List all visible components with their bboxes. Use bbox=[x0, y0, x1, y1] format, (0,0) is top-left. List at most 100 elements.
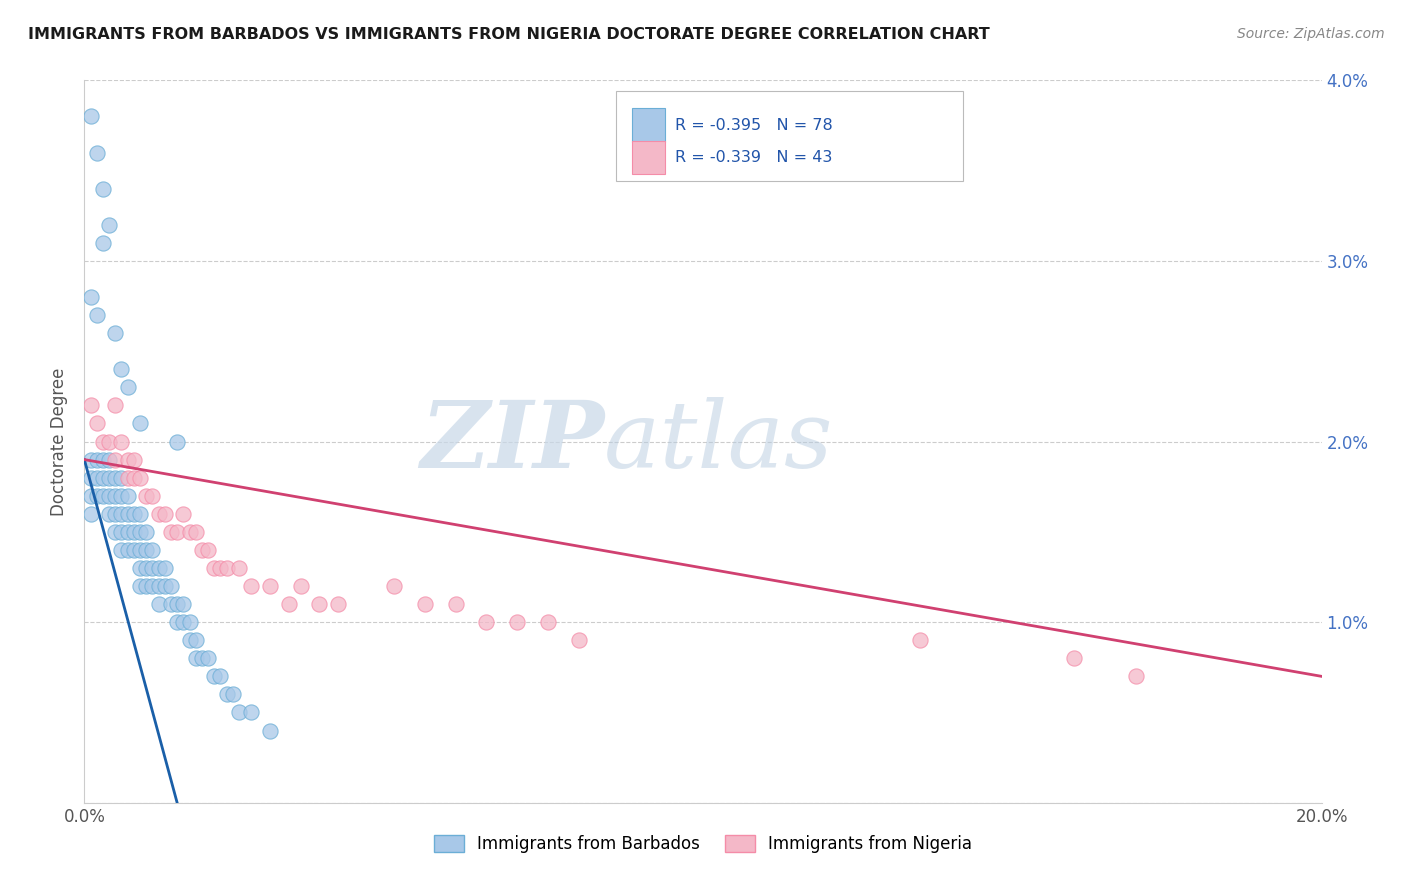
Point bbox=[568, 633, 591, 648]
Point bbox=[117, 542, 139, 557]
Point bbox=[413, 597, 436, 611]
Point bbox=[129, 524, 152, 539]
Point bbox=[86, 489, 108, 503]
Point bbox=[122, 507, 145, 521]
Point bbox=[148, 561, 170, 575]
Point bbox=[79, 507, 101, 521]
Point bbox=[135, 524, 157, 539]
Text: R = -0.395   N = 78: R = -0.395 N = 78 bbox=[675, 118, 832, 133]
Point bbox=[222, 687, 245, 701]
Point bbox=[1125, 669, 1147, 683]
Point bbox=[91, 471, 114, 485]
Point bbox=[86, 308, 108, 322]
Point bbox=[1063, 651, 1085, 665]
Point bbox=[160, 524, 183, 539]
Point bbox=[160, 579, 183, 593]
Point bbox=[135, 579, 157, 593]
Point bbox=[141, 542, 163, 557]
Point bbox=[117, 524, 139, 539]
Point bbox=[117, 507, 139, 521]
Point bbox=[117, 380, 139, 394]
Point bbox=[240, 579, 263, 593]
Point bbox=[91, 452, 114, 467]
Point bbox=[91, 489, 114, 503]
Point bbox=[129, 542, 152, 557]
Point bbox=[117, 489, 139, 503]
Text: ZIP: ZIP bbox=[420, 397, 605, 486]
Point bbox=[129, 417, 152, 431]
Point bbox=[202, 561, 225, 575]
Point bbox=[148, 597, 170, 611]
Point bbox=[135, 561, 157, 575]
Point bbox=[91, 181, 114, 195]
Text: Source: ZipAtlas.com: Source: ZipAtlas.com bbox=[1237, 27, 1385, 41]
Point bbox=[153, 579, 176, 593]
Point bbox=[209, 669, 232, 683]
Point bbox=[110, 507, 132, 521]
Point bbox=[537, 615, 560, 630]
Point bbox=[308, 597, 330, 611]
Point bbox=[179, 615, 201, 630]
Point bbox=[506, 615, 529, 630]
Point bbox=[79, 471, 101, 485]
Point bbox=[215, 561, 238, 575]
Point bbox=[172, 597, 194, 611]
Point bbox=[110, 434, 132, 449]
Point bbox=[79, 290, 101, 304]
Point bbox=[129, 561, 152, 575]
Point bbox=[184, 633, 207, 648]
Point bbox=[79, 489, 101, 503]
Text: IMMIGRANTS FROM BARBADOS VS IMMIGRANTS FROM NIGERIA DOCTORATE DEGREE CORRELATION: IMMIGRANTS FROM BARBADOS VS IMMIGRANTS F… bbox=[28, 27, 990, 42]
Point bbox=[91, 434, 114, 449]
Text: R = -0.339   N = 43: R = -0.339 N = 43 bbox=[675, 150, 832, 165]
Point bbox=[110, 489, 132, 503]
Point bbox=[197, 542, 219, 557]
Point bbox=[122, 471, 145, 485]
Point bbox=[172, 507, 194, 521]
Point bbox=[135, 489, 157, 503]
Point bbox=[110, 542, 132, 557]
Point bbox=[228, 561, 250, 575]
Point bbox=[153, 561, 176, 575]
Point bbox=[382, 579, 405, 593]
Point bbox=[91, 235, 114, 250]
Point bbox=[444, 597, 467, 611]
Point bbox=[166, 524, 188, 539]
Point bbox=[122, 542, 145, 557]
Point bbox=[86, 145, 108, 160]
Point bbox=[86, 417, 108, 431]
Point bbox=[98, 489, 121, 503]
Point bbox=[172, 615, 194, 630]
Point bbox=[191, 542, 214, 557]
Point bbox=[129, 507, 152, 521]
Point bbox=[240, 706, 263, 720]
Point bbox=[277, 597, 299, 611]
Point bbox=[79, 109, 101, 123]
Point bbox=[104, 471, 127, 485]
Point bbox=[110, 471, 132, 485]
Point bbox=[98, 507, 121, 521]
Point bbox=[184, 651, 207, 665]
Legend: Immigrants from Barbados, Immigrants from Nigeria: Immigrants from Barbados, Immigrants fro… bbox=[427, 828, 979, 860]
Text: atlas: atlas bbox=[605, 397, 834, 486]
Point bbox=[122, 524, 145, 539]
Point bbox=[475, 615, 498, 630]
Point bbox=[98, 434, 121, 449]
Point bbox=[184, 524, 207, 539]
Point bbox=[148, 579, 170, 593]
Point bbox=[179, 633, 201, 648]
Point bbox=[153, 507, 176, 521]
Point bbox=[98, 471, 121, 485]
Point bbox=[228, 706, 250, 720]
Point bbox=[141, 561, 163, 575]
Point bbox=[117, 471, 139, 485]
Point bbox=[98, 218, 121, 232]
FancyBboxPatch shape bbox=[633, 109, 665, 142]
Point bbox=[104, 398, 127, 412]
FancyBboxPatch shape bbox=[633, 141, 665, 174]
Point bbox=[160, 597, 183, 611]
Point bbox=[141, 579, 163, 593]
Point bbox=[104, 507, 127, 521]
Point bbox=[104, 452, 127, 467]
Point bbox=[259, 723, 281, 738]
